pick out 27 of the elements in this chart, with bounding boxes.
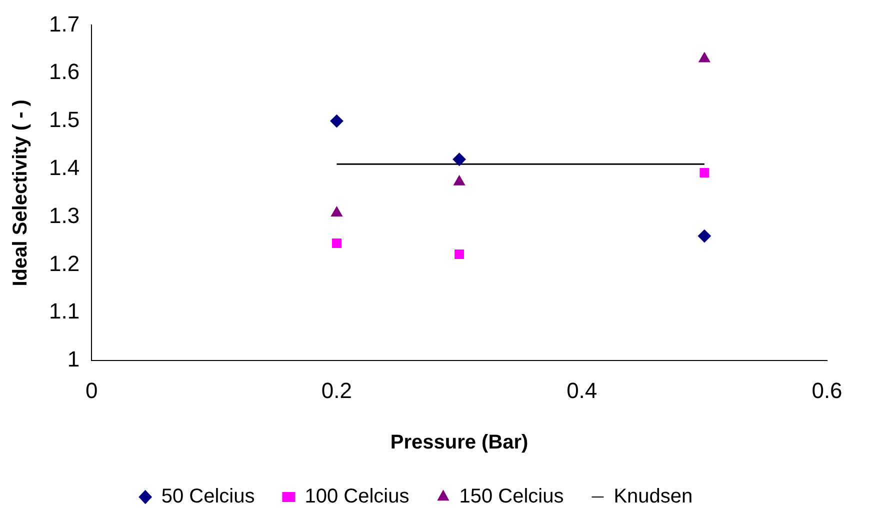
y-tick-label: 1.4 (48, 155, 80, 180)
point (698, 230, 711, 243)
x-tick-label: 0.2 (321, 378, 352, 403)
point (331, 206, 342, 217)
x-axis-title: Pressure (Bar) (390, 432, 528, 454)
y-tick-label: 1.5 (48, 107, 80, 132)
point (454, 249, 464, 259)
y-tick-label: 1.1 (48, 298, 80, 324)
point (698, 52, 710, 62)
y-tick-label: 1.6 (48, 59, 80, 84)
x-tick-label: 0 (85, 378, 98, 403)
y-tick-label: 1.2 (48, 250, 80, 276)
legend-label: 50 Celcius (161, 486, 255, 508)
y-axis-title: Ideal Selectivity ( - ) (10, 100, 32, 286)
y-tick-label: 1.3 (48, 202, 80, 228)
y-tick-label: 1.7 (48, 11, 80, 36)
legend-label: 100 Celcius (304, 486, 410, 508)
x-tick-label: 0.4 (566, 378, 598, 403)
legend-label: Knudsen (614, 486, 693, 508)
point (700, 168, 710, 178)
x-tick-label: 0.6 (812, 378, 842, 403)
point (454, 175, 465, 186)
point (452, 152, 466, 166)
legend-label: 150 Celcius (459, 486, 564, 508)
y-tick-label: 1 (67, 346, 80, 372)
point (330, 114, 344, 128)
point (332, 238, 342, 248)
